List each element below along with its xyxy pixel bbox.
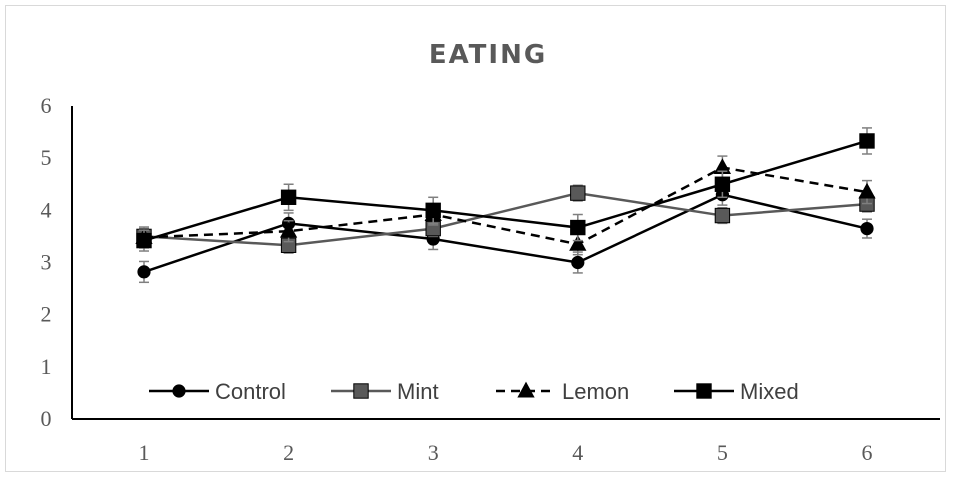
data-point-triangle bbox=[713, 158, 732, 175]
y-tick-label: 2 bbox=[41, 302, 52, 327]
y-tick-label: 1 bbox=[41, 354, 52, 379]
data-point-triangle bbox=[279, 221, 298, 238]
legend-label: Mint bbox=[397, 379, 439, 404]
y-tick-label: 6 bbox=[41, 93, 52, 118]
data-point-square bbox=[570, 219, 586, 236]
legend-label: Lemon bbox=[562, 379, 629, 404]
legend: Control Mint Lemon Mixed bbox=[149, 379, 799, 404]
y-tick-label: 5 bbox=[41, 145, 52, 170]
data-point-square bbox=[280, 189, 297, 205]
legend-item-lemon: Lemon bbox=[496, 379, 629, 404]
x-tick-label: 3 bbox=[428, 440, 439, 465]
x-tick-label: 6 bbox=[862, 440, 873, 465]
data-point-square bbox=[696, 383, 712, 399]
x-tick-labels: 1 2 3 4 5 6 bbox=[139, 440, 873, 465]
x-tick-label: 1 bbox=[139, 440, 150, 465]
data-point-triangle bbox=[569, 234, 587, 251]
x-tick-label: 4 bbox=[572, 440, 583, 465]
axes bbox=[71, 106, 940, 420]
data-point-square bbox=[136, 232, 152, 249]
y-tick-label: 3 bbox=[41, 250, 52, 275]
data-point-square bbox=[714, 176, 731, 192]
data-point-square bbox=[714, 207, 731, 224]
y-tick-label: 0 bbox=[41, 406, 52, 431]
data-point-square bbox=[425, 202, 441, 219]
legend-label: Mixed bbox=[740, 379, 799, 404]
legend-item-mint: Mint bbox=[331, 379, 439, 404]
data-point-square bbox=[859, 133, 875, 149]
data-point-circle bbox=[571, 255, 585, 270]
data-point-circle bbox=[137, 265, 151, 279]
chart-title: EATING bbox=[429, 40, 547, 70]
x-tick-label: 5 bbox=[717, 440, 728, 465]
x-tick-label: 2 bbox=[283, 440, 294, 465]
series-line bbox=[143, 191, 868, 247]
data-point-circle bbox=[172, 384, 186, 398]
eating-line-chart: EATING 0 1 2 3 4 5 6 1 2 3 4 5 6 Control Mint Lemon Mi… bbox=[41, 40, 940, 465]
chart-frame: EATING 0 1 2 3 4 5 6 1 2 3 4 5 6 Control Mint Lemon Mi… bbox=[5, 5, 946, 472]
series-line bbox=[143, 139, 868, 242]
legend-item-mixed: Mixed bbox=[674, 379, 799, 404]
data-point-square bbox=[353, 383, 369, 399]
y-tick-label: 4 bbox=[41, 197, 52, 222]
legend-item-control: Control bbox=[149, 379, 286, 404]
data-point-circle bbox=[860, 221, 874, 236]
data-point-triangle bbox=[517, 381, 535, 398]
series-mixed bbox=[136, 127, 875, 252]
legend-label: Control bbox=[215, 379, 286, 404]
data-point-triangle bbox=[858, 182, 876, 199]
y-tick-labels: 0 1 2 3 4 5 6 bbox=[41, 93, 52, 431]
series-line bbox=[143, 166, 868, 246]
data-point-square bbox=[570, 185, 586, 201]
series-control bbox=[137, 183, 874, 284]
series-layer bbox=[135, 127, 876, 284]
